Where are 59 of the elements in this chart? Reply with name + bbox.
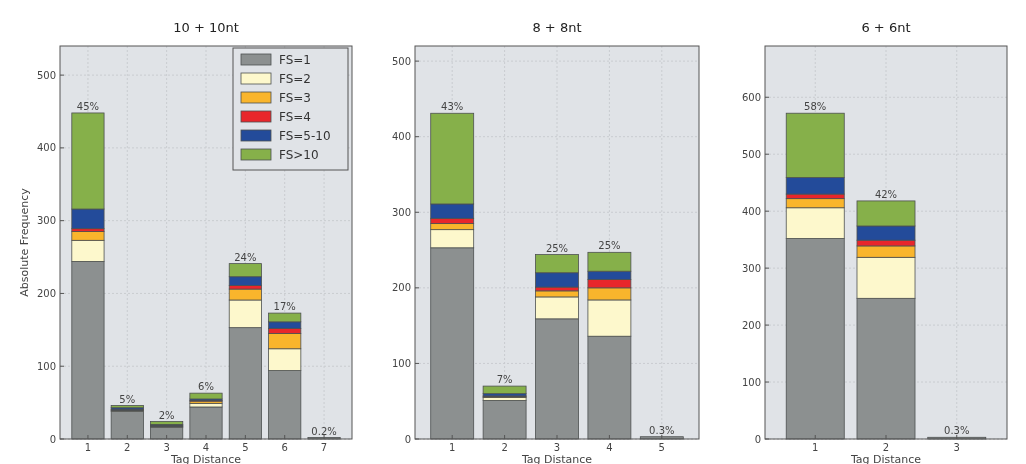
y-tick-label: 500 <box>391 55 411 67</box>
y-tick-label: 300 <box>741 262 761 274</box>
x-tick-label: 2 <box>882 442 890 453</box>
legend-label: FS>10 <box>279 148 319 162</box>
chart-title: 6 + 6nt <box>861 20 911 35</box>
annotation: 0.2% <box>311 425 337 437</box>
y-tick-label: 0 <box>754 433 761 445</box>
y-tick-label: 100 <box>391 357 411 369</box>
x-tick-label: 2 <box>124 442 131 453</box>
annotation: 2% <box>158 409 175 421</box>
y-tick-label: 300 <box>391 206 411 218</box>
x-tick-label: 3 <box>163 442 170 453</box>
annotation: 0.3% <box>649 424 675 436</box>
y-tick-label: 400 <box>741 205 761 217</box>
legend-label: FS=3 <box>279 91 311 105</box>
y-tick-label: 0 <box>49 433 56 445</box>
annotation: 45% <box>76 100 100 112</box>
chart-title: 8 + 8nt <box>532 20 582 35</box>
annotation: 58% <box>804 101 827 113</box>
y-tick-label: 0 <box>404 433 411 445</box>
y-tick-label: 400 <box>391 131 411 143</box>
y-tick-label: 100 <box>36 360 56 372</box>
annotation: 6% <box>198 381 214 393</box>
x-tick-label: 7 <box>320 442 328 453</box>
annotation: 42% <box>874 188 898 200</box>
y-tick-label: 300 <box>36 215 56 227</box>
y-tick-label: 200 <box>36 287 56 299</box>
legend-label: FS=1 <box>279 53 311 67</box>
y-tick-label: 200 <box>391 282 411 294</box>
x-tick-label: 1 <box>812 442 819 453</box>
annotation: 5% <box>119 393 136 405</box>
x-tick-label: 3 <box>953 442 960 453</box>
x-tick-label: 6 <box>281 442 288 453</box>
annotation: 17% <box>273 301 296 313</box>
annotation: 24% <box>234 251 257 263</box>
y-tick-label: 400 <box>36 142 56 154</box>
x-tick-label: 4 <box>606 442 613 453</box>
annotation: 7% <box>496 374 513 386</box>
x-tick-label: 2 <box>501 442 508 453</box>
annotation: 25% <box>598 240 621 252</box>
x-tick-label: 3 <box>553 442 561 453</box>
x-tick-label: 1 <box>449 442 456 453</box>
y-tick-label: 100 <box>741 376 761 388</box>
x-tick-label: 1 <box>84 442 92 453</box>
y-axis-title: Absolute Frequency <box>18 187 31 297</box>
x-tick-label: 5 <box>658 442 665 453</box>
y-tick-label: 200 <box>741 319 761 331</box>
legend-label: FS=2 <box>279 72 311 86</box>
annotation: 43% <box>441 101 464 113</box>
chart-title: 10 + 10nt <box>173 20 239 35</box>
x-tick-label: 4 <box>202 442 210 453</box>
y-tick-label: 600 <box>741 91 761 103</box>
annotation: 25% <box>545 242 569 254</box>
annotation: 0.3% <box>944 425 970 437</box>
legend-label: FS=4 <box>279 110 311 124</box>
y-tick-label: 500 <box>36 69 56 81</box>
legend-label: FS=5-10 <box>279 129 331 143</box>
y-tick-label: 500 <box>741 148 761 160</box>
x-tick-label: 5 <box>242 442 249 453</box>
